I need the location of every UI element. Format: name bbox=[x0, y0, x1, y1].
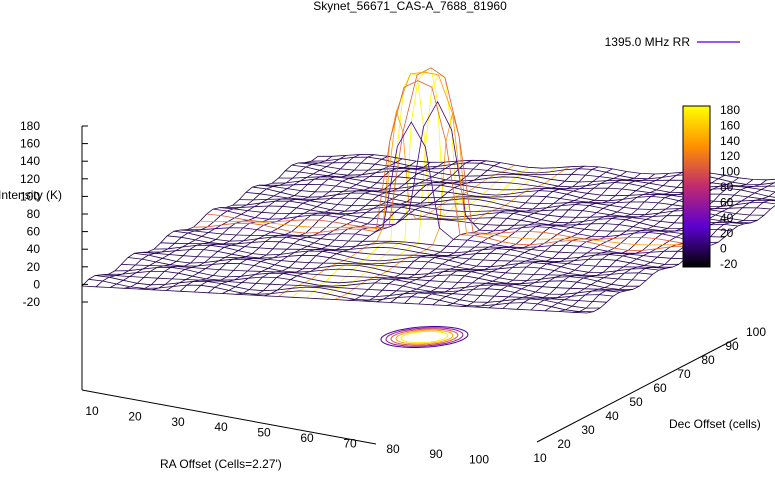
x-tick-50: 50 bbox=[257, 426, 271, 440]
z-axis-label: Intensity (K) bbox=[0, 188, 62, 202]
surface-line-u-3 bbox=[101, 274, 607, 303]
contour-level-140 bbox=[395, 329, 454, 345]
colorbar-tick-140: 140 bbox=[720, 134, 740, 148]
colorbar-tick-100: 100 bbox=[720, 165, 740, 179]
colorbar-tick-40: 40 bbox=[720, 211, 734, 225]
z-tick-60: 60 bbox=[27, 225, 41, 239]
y-tick-80: 80 bbox=[701, 353, 715, 367]
legend-label: 1395.0 MHz RR bbox=[605, 35, 691, 49]
surface-line-u-14 bbox=[173, 230, 679, 265]
colorbar-tick-60: 60 bbox=[720, 195, 734, 209]
colorbar-tick-20: 20 bbox=[720, 226, 734, 240]
colorbar-tick-80: 80 bbox=[720, 180, 734, 194]
y-tick-90: 90 bbox=[725, 339, 739, 353]
x-tick-20: 20 bbox=[128, 409, 142, 423]
x-tick-80: 80 bbox=[386, 442, 400, 456]
surface-line-u-34 bbox=[304, 162, 775, 187]
y-tick-50: 50 bbox=[629, 395, 643, 409]
colorbar-gradient bbox=[682, 105, 711, 268]
z-tick-160: 160 bbox=[20, 137, 40, 151]
x-tick-60: 60 bbox=[300, 431, 314, 445]
y-tick-20: 20 bbox=[557, 437, 571, 451]
y-tick-70: 70 bbox=[677, 367, 691, 381]
surface-mesh bbox=[81, 67, 775, 314]
colorbar-tick-120: 120 bbox=[720, 149, 740, 163]
surface-line-u-16 bbox=[186, 121, 692, 254]
surface-line-u-2 bbox=[95, 275, 601, 309]
x-tick-30: 30 bbox=[171, 415, 185, 429]
colorbar-tick-160: 160 bbox=[720, 118, 740, 132]
x-tick-90: 90 bbox=[429, 447, 443, 461]
surface-line-u-0 bbox=[81, 285, 588, 314]
surface-line-u-20 bbox=[213, 100, 719, 243]
surface-line-u-35 bbox=[311, 156, 775, 185]
x-tick-100: 100 bbox=[469, 453, 489, 467]
x-axis-label: RA Offset (Cells=2.27') bbox=[160, 457, 282, 471]
surface-line-u-6 bbox=[121, 264, 627, 292]
surface-line-u-19 bbox=[206, 67, 712, 246]
colorbar-tick-180: 180 bbox=[720, 103, 740, 117]
surface-line-u-27 bbox=[258, 184, 765, 216]
x-tick-70: 70 bbox=[343, 436, 357, 450]
colorbar-tick--20: -20 bbox=[720, 257, 738, 271]
y-tick-10: 10 bbox=[533, 451, 547, 465]
surface-line-u-8 bbox=[134, 252, 640, 287]
surface-line-u-22 bbox=[226, 205, 732, 232]
surface-line-u-13 bbox=[167, 235, 673, 268]
surface-line-u-18 bbox=[199, 71, 706, 247]
contour-level-20 bbox=[380, 326, 469, 348]
x-tick-40: 40 bbox=[214, 420, 228, 434]
z-tick-180: 180 bbox=[20, 119, 40, 133]
z-tick-0: 0 bbox=[33, 277, 40, 291]
z-tick-20: 20 bbox=[27, 260, 41, 274]
surface-line-u-11 bbox=[154, 244, 660, 273]
z-tick-140: 140 bbox=[20, 154, 40, 168]
surface-line-u-7 bbox=[127, 257, 633, 290]
surface-line-u-5 bbox=[114, 266, 620, 295]
contour-level-100 bbox=[390, 328, 459, 346]
surface-line-u-21 bbox=[219, 207, 725, 238]
surface-line-u-23 bbox=[232, 200, 738, 229]
surface-line-u-9 bbox=[140, 252, 647, 281]
y-tick-30: 30 bbox=[581, 423, 595, 437]
legend: 1395.0 MHz RR bbox=[605, 35, 740, 49]
z-tick--20: -20 bbox=[23, 295, 41, 309]
chart-title: Skynet_56671_CAS-A_7688_81960 bbox=[313, 0, 507, 13]
surface-line-u-33 bbox=[298, 162, 775, 193]
surface-line-u-25 bbox=[245, 192, 751, 224]
y-tick-100: 100 bbox=[746, 325, 766, 339]
x-axis-line bbox=[81, 389, 377, 445]
y-axis-line bbox=[536, 337, 738, 443]
z-tick-80: 80 bbox=[27, 207, 41, 221]
contour-level-60 bbox=[385, 327, 464, 347]
surface-line-u-24 bbox=[239, 198, 745, 225]
surface-line-u-10 bbox=[147, 249, 653, 276]
surface-line-u-26 bbox=[252, 186, 758, 221]
contour-projection bbox=[380, 326, 469, 348]
surface-line-u-15 bbox=[180, 229, 686, 260]
colorbar-tick-0: 0 bbox=[720, 242, 727, 256]
y-axis-label: Dec Offset (cells) bbox=[669, 417, 761, 431]
axes bbox=[81, 126, 738, 445]
z-tick-120: 120 bbox=[20, 172, 40, 186]
surface-line-u-1 bbox=[88, 278, 594, 313]
contour-level-170 bbox=[400, 330, 449, 344]
surface-line-u-17 bbox=[193, 80, 699, 251]
surface-line-u-4 bbox=[108, 270, 614, 299]
surface-line-u-32 bbox=[291, 164, 775, 198]
z-tick-40: 40 bbox=[27, 242, 41, 256]
x-tick-10: 10 bbox=[85, 404, 99, 418]
surface-line-u-12 bbox=[160, 242, 666, 269]
surface-line-u-36 bbox=[318, 154, 775, 181]
y-tick-60: 60 bbox=[653, 381, 667, 395]
z-tick-100: 100 bbox=[20, 189, 40, 203]
y-tick-40: 40 bbox=[605, 409, 619, 423]
